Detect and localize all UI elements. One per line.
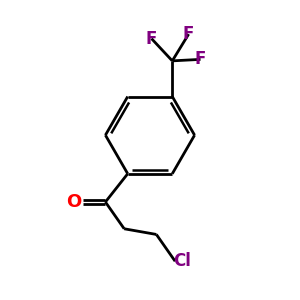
Text: F: F [195,50,206,68]
Text: O: O [67,193,82,211]
Text: F: F [146,30,157,48]
Text: F: F [183,25,194,43]
Text: Cl: Cl [174,252,191,270]
